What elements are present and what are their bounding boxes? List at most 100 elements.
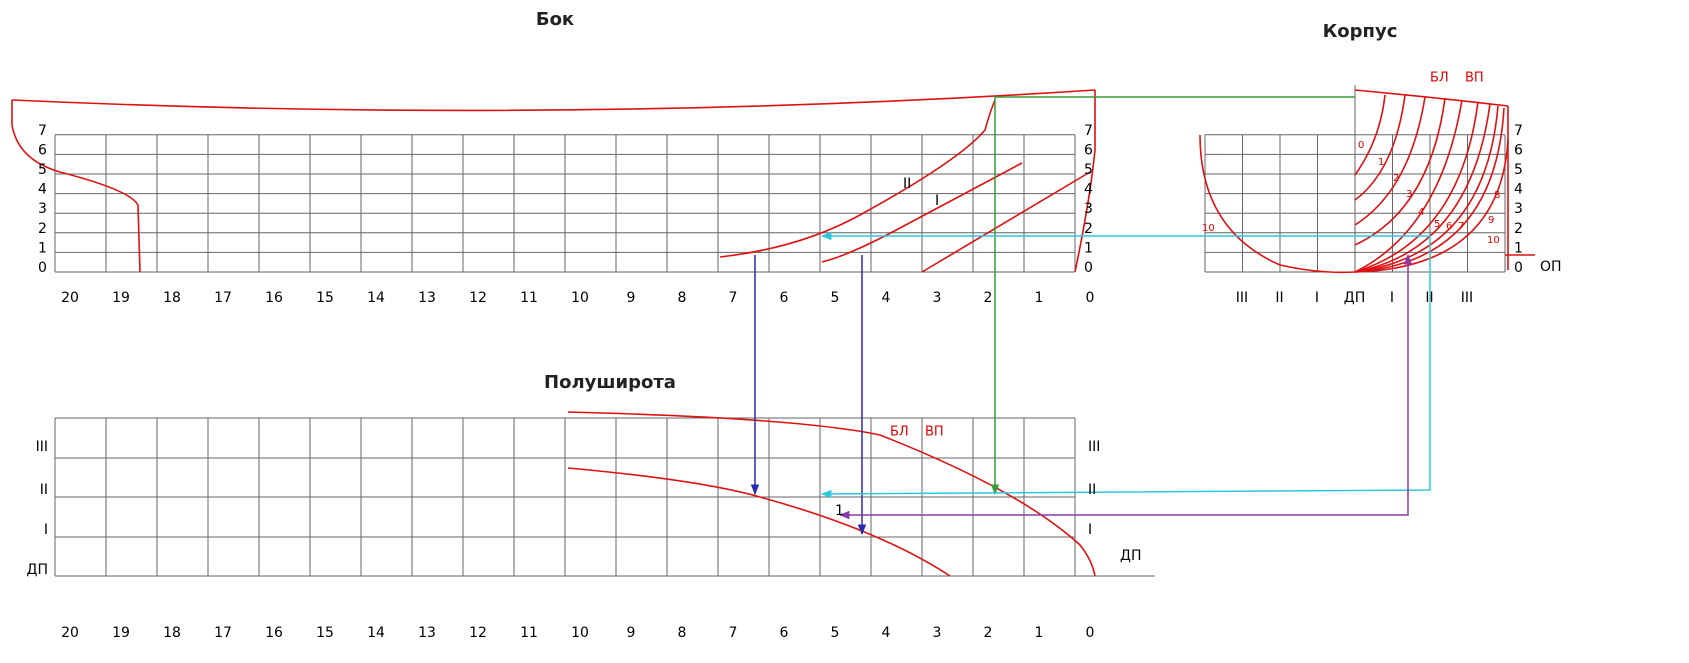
- station-label: 15: [316, 290, 334, 306]
- station-label: 10: [571, 290, 589, 306]
- station-label: 6: [780, 290, 789, 306]
- station-label: 7: [729, 290, 738, 306]
- section-number: 0: [1358, 140, 1364, 151]
- half-label: ВП: [925, 425, 944, 440]
- waterline-label: 0: [1514, 260, 1523, 276]
- section-number: 5: [1434, 219, 1440, 230]
- station-label: 13: [418, 625, 436, 641]
- section-number: 6: [1446, 221, 1452, 232]
- buttock-label: I: [1390, 290, 1394, 306]
- station-label: 15: [316, 625, 334, 641]
- body-label: БЛ: [1430, 71, 1449, 86]
- half-mark: 1: [835, 503, 844, 519]
- waterline-label: 4: [38, 182, 47, 198]
- station-label: 3: [933, 625, 942, 641]
- side-title: Бок: [536, 9, 574, 30]
- baseline-label: ОП: [1540, 259, 1562, 275]
- station-label: 8: [678, 625, 687, 641]
- section-number: 10: [1487, 235, 1500, 246]
- station-label: 5: [831, 290, 840, 306]
- station-label: 1: [1035, 290, 1044, 306]
- station-label: 12: [469, 625, 487, 641]
- station-label: 1: [1035, 625, 1044, 641]
- half-label: II: [1088, 482, 1096, 498]
- waterline-label: 5: [1514, 162, 1523, 178]
- half-label: III: [1088, 439, 1100, 455]
- waterline-label: 6: [38, 142, 47, 158]
- station-label: 20: [61, 625, 79, 641]
- station-label: 2: [984, 290, 993, 306]
- waterline-label: 6: [1514, 142, 1523, 158]
- station-label: 12: [469, 290, 487, 306]
- section-number: 8: [1494, 190, 1500, 201]
- station-label: 6: [780, 625, 789, 641]
- body-title: Корпус: [1323, 21, 1398, 42]
- waterline-label: 2: [1084, 221, 1093, 237]
- waterline-label: 1: [38, 240, 47, 256]
- waterline-label: 0: [38, 260, 47, 276]
- section-number: 2: [1393, 173, 1399, 184]
- half-label: I: [44, 522, 48, 538]
- half-label: ДП: [27, 562, 48, 578]
- waterline-label: 7: [1514, 123, 1523, 139]
- section-number: 7: [1458, 221, 1464, 232]
- buttock-label: II: [903, 176, 911, 192]
- waterline-label: 1: [1514, 240, 1523, 256]
- station-label: 4: [882, 290, 891, 306]
- buttock-label: I: [1315, 290, 1319, 306]
- station-label: 18: [163, 290, 181, 306]
- waterline-label: 5: [1084, 162, 1093, 178]
- station-label: 11: [520, 290, 538, 306]
- body-plan: [1200, 85, 1535, 272]
- station-label: 0: [1086, 290, 1095, 306]
- waterline-label: 4: [1514, 182, 1523, 198]
- station-label: 16: [265, 625, 283, 641]
- waterline-label: 7: [38, 123, 47, 139]
- half-label: III: [36, 439, 48, 455]
- station-label: 16: [265, 290, 283, 306]
- station-label: 4: [882, 625, 891, 641]
- waterline-label: 2: [38, 221, 47, 237]
- station-label: 0: [1086, 625, 1095, 641]
- grid: [55, 135, 1505, 576]
- waterline-label: 0: [1084, 260, 1093, 276]
- buttock-label: I: [935, 193, 939, 209]
- waterline-label: 4: [1084, 182, 1093, 198]
- body-label: ВП: [1465, 71, 1484, 86]
- station-label: 18: [163, 625, 181, 641]
- waterline-label: 6: [1084, 142, 1093, 158]
- buttock-label: ДП: [1344, 290, 1365, 306]
- waterline-label: 3: [1084, 201, 1093, 217]
- half-label: ДП: [1120, 548, 1141, 564]
- section-number: 3: [1406, 189, 1412, 200]
- waterline-label: 3: [1514, 201, 1523, 217]
- waterline-label: 5: [38, 162, 47, 178]
- station-label: 19: [112, 625, 130, 641]
- half-label: БЛ: [890, 425, 909, 440]
- buttock-label: III: [1236, 290, 1248, 306]
- station-label: 8: [678, 290, 687, 306]
- half-label: II: [40, 482, 48, 498]
- station-label: 3: [933, 290, 942, 306]
- waterline-label: 2: [1514, 221, 1523, 237]
- station-label: 11: [520, 625, 538, 641]
- buttock-label: II: [1425, 290, 1433, 306]
- station-label: 9: [627, 625, 636, 641]
- station-label: 2: [984, 625, 993, 641]
- buttock-label: III: [1461, 290, 1473, 306]
- waterline-label: 1: [1084, 240, 1093, 256]
- station-label: 5: [831, 625, 840, 641]
- half-label: I: [1088, 522, 1092, 538]
- station-label: 19: [112, 290, 130, 306]
- station-label: 14: [367, 625, 385, 641]
- station-label: 13: [418, 290, 436, 306]
- section-number: 9: [1488, 215, 1494, 226]
- buttock-label: II: [1275, 290, 1283, 306]
- side-hull: [12, 90, 1095, 272]
- station-label: 7: [729, 625, 738, 641]
- waterline-label: 3: [38, 201, 47, 217]
- waterline-label: 7: [1084, 123, 1093, 139]
- station-label: 17: [214, 625, 232, 641]
- section-number: 10: [1202, 223, 1215, 234]
- lines-drawing: Бок Корпус Полуширота II I БЛ ВП ОП БЛ В…: [0, 0, 1689, 663]
